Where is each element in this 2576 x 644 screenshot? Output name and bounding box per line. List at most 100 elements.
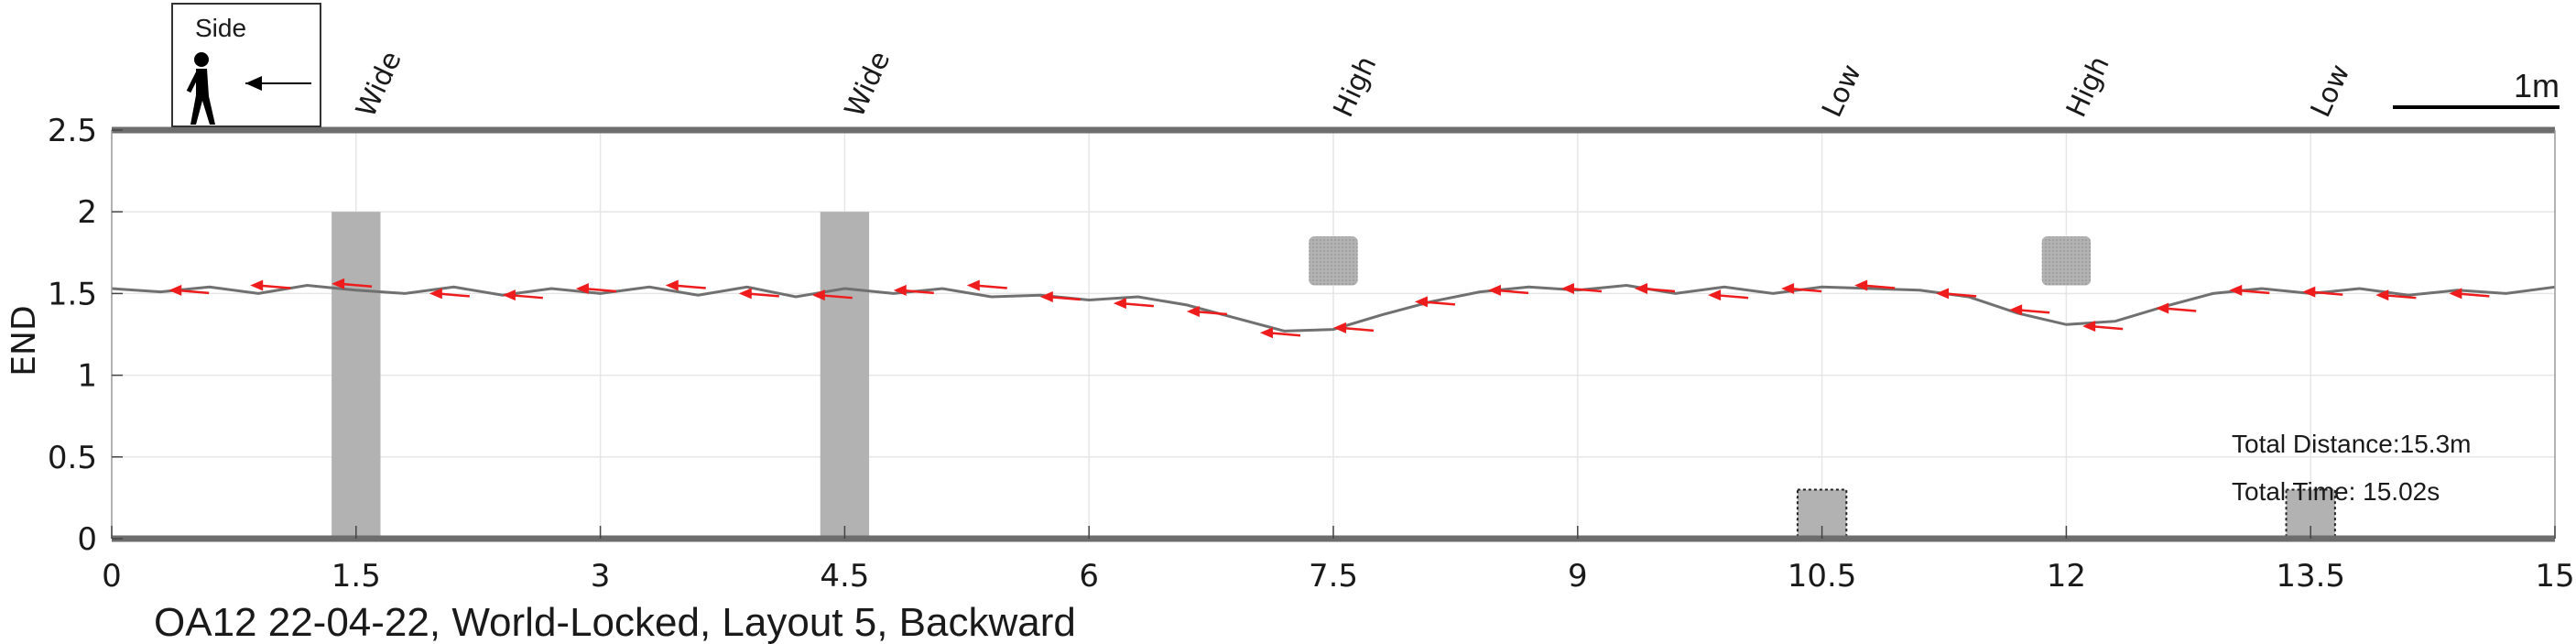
arrow-head <box>2375 289 2389 301</box>
arrow-head <box>1635 283 1648 295</box>
arrow-head <box>1039 290 1053 302</box>
direction-arrow <box>1333 322 1375 333</box>
direction-arrow <box>1186 306 1228 318</box>
direction-arrow <box>1561 283 1603 295</box>
direction-arrow <box>2009 304 2050 316</box>
obstacle-label: Low <box>1816 60 1868 122</box>
x-tick-label: 3 <box>591 558 611 595</box>
obstacle-high <box>2041 235 2092 286</box>
direction-arrow <box>429 288 470 300</box>
direction-arrow <box>1781 283 1822 295</box>
arrow-head <box>1113 298 1126 310</box>
arrow-head <box>168 284 182 296</box>
obstacle-label: Wide <box>350 47 408 123</box>
x-tick-label: 13.5 <box>2276 558 2345 595</box>
walking-person-icon <box>186 52 215 125</box>
trajectory-line <box>111 283 2556 333</box>
x-tick-label: 12 <box>2047 558 2086 595</box>
direction-arrow <box>1487 284 1529 296</box>
obstacle-label: High <box>2060 51 2116 122</box>
direction-arrow <box>2156 302 2197 314</box>
obstacle-wide <box>820 212 870 539</box>
direction-arrow <box>1854 279 1896 291</box>
direction-arrow <box>575 283 617 295</box>
direction-arrow <box>502 289 543 301</box>
direction-arrow <box>966 279 1007 291</box>
x-tick-label: 15 <box>2535 558 2574 595</box>
x-tick-label: 9 <box>1568 558 1588 595</box>
y-axis-label: END <box>5 305 43 376</box>
arrow-left-icon <box>245 76 311 91</box>
arrow-head <box>1333 322 1346 333</box>
arrow-head <box>893 284 907 296</box>
arrow-head <box>1487 284 1501 296</box>
arrow-head <box>1259 327 1273 339</box>
arrow-head <box>2302 286 2316 298</box>
x-tick-label: 7.5 <box>1309 558 1358 595</box>
direction-arrows <box>168 278 2490 339</box>
arrow-head <box>1186 306 1200 318</box>
y-tick-label: 0 <box>77 521 97 558</box>
legend: Side <box>171 3 321 127</box>
arrow-head <box>1936 288 1950 300</box>
y-tick-label: 2 <box>77 194 97 231</box>
arrow-head <box>1781 283 1795 295</box>
obstacle-high <box>1309 235 1358 286</box>
direction-arrow <box>2449 288 2490 300</box>
direction-arrow <box>1259 327 1301 339</box>
y-tick-labels: 0 0.5 1 1.5 2 2.5 <box>48 113 97 558</box>
arrow-head <box>2082 321 2096 333</box>
trajectory <box>111 283 2556 333</box>
arrow-head <box>502 289 516 301</box>
grid <box>112 130 2555 539</box>
arrow-head <box>665 279 679 291</box>
arrow-head <box>1854 279 1868 291</box>
arrow-head <box>966 279 980 291</box>
total-time: Total Time: 15.02s <box>2232 477 2440 506</box>
chart-caption: OA12 22-04-22, World-Locked, Layout 5, B… <box>154 600 1076 644</box>
arrow-head <box>811 289 825 301</box>
direction-arrow <box>1708 289 1749 301</box>
x-tick-labels: 0 1.5 3 4.5 6 7.5 9 10.5 12 13.5 15 <box>102 558 2574 595</box>
direction-arrow <box>332 278 373 289</box>
x-tick-label: 0 <box>102 558 122 595</box>
x-tick-label: 1.5 <box>332 558 381 595</box>
obstacle-label: Low <box>2305 60 2357 122</box>
arrow-head <box>332 278 345 289</box>
direction-arrow <box>2082 321 2124 333</box>
direction-arrow <box>250 279 291 291</box>
direction-arrow <box>1414 296 1456 308</box>
arrow-head <box>2449 288 2462 300</box>
obstacle-label: Wide <box>839 47 897 123</box>
direction-arrow <box>1936 288 1977 300</box>
arrow-head <box>1561 283 1575 295</box>
direction-arrow <box>893 284 934 296</box>
obstacle-label: High <box>1328 51 1384 122</box>
obstacle-wide <box>332 212 381 539</box>
legend-label: Side <box>195 14 246 42</box>
y-tick-label: 0.5 <box>48 440 97 476</box>
direction-arrow <box>2375 289 2417 301</box>
axes <box>111 126 2556 542</box>
x-tick-label: 6 <box>1079 558 1099 595</box>
direction-arrow <box>811 289 853 301</box>
y-tick-label: 1.5 <box>48 276 97 312</box>
direction-arrow <box>2229 284 2270 296</box>
direction-arrow <box>665 279 706 291</box>
arrow-head <box>575 283 589 295</box>
arrow-head <box>429 288 442 300</box>
direction-arrow <box>1039 290 1081 302</box>
obstacles <box>332 212 2336 540</box>
arrow-head <box>1708 289 1722 301</box>
arrow-head <box>2156 302 2169 314</box>
direction-arrow <box>1113 298 1154 310</box>
direction-arrow <box>2302 286 2343 298</box>
arrow-head <box>2009 304 2023 316</box>
y-tick-label: 1 <box>77 358 97 395</box>
x-tick-label: 4.5 <box>820 558 869 595</box>
direction-arrow <box>168 284 210 296</box>
arrow-head <box>738 288 752 300</box>
scale-bar-label: 1m <box>2514 67 2560 104</box>
obstacle-labels: Wide Wide High Low High Low <box>350 47 2356 123</box>
